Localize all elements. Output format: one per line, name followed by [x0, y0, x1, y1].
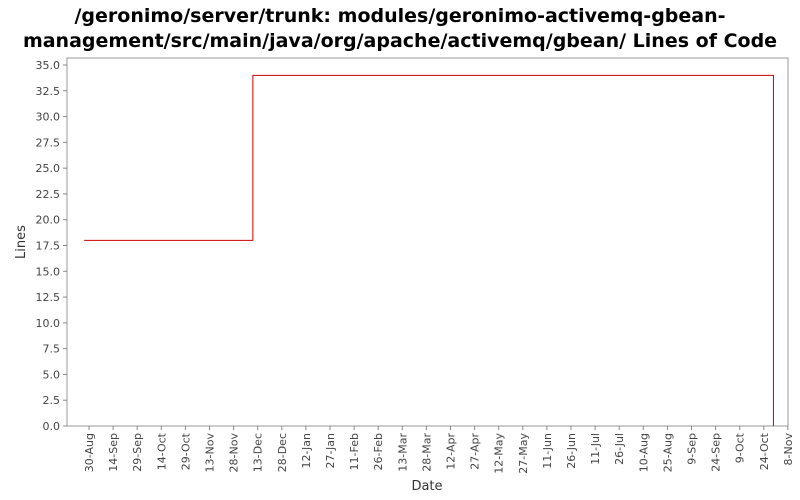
y-tick-label: 5.0	[43, 368, 61, 381]
x-tick-label: 29-Sep	[131, 433, 144, 472]
y-tick-label: 12.5	[36, 291, 61, 304]
x-tick-label: 14-Oct	[155, 432, 168, 470]
x-tick-label: 27-Jan	[324, 433, 337, 469]
y-tick-label: 7.5	[43, 343, 61, 356]
x-tick-label: 12-Jan	[300, 433, 313, 469]
y-tick-label: 27.5	[36, 136, 61, 149]
x-tick-label: 27-Apr	[469, 433, 482, 470]
x-tick-label: 13-Nov	[204, 433, 217, 473]
x-tick-label: 8-Nov	[782, 433, 795, 466]
x-tick-label: 11-Jun	[541, 433, 554, 469]
x-tick-label: 12-Apr	[445, 433, 458, 470]
x-tick-label: 27-May	[517, 433, 530, 474]
x-tick-label: 28-Mar	[420, 433, 433, 472]
y-axis-label: Lines	[14, 225, 29, 259]
x-tick-label: 13-Dec	[252, 433, 265, 472]
x-tick-label: 28-Dec	[276, 433, 289, 472]
x-tick-label: 24-Oct	[758, 432, 771, 470]
x-tick-label: 26-Feb	[372, 433, 385, 470]
y-tick-label: 20.0	[36, 214, 61, 227]
x-axis-label: Date	[411, 479, 442, 494]
chart-title: /geronimo/server/trunk: modules/geronimo…	[22, 5, 778, 52]
x-tick-label: 24-Sep	[710, 433, 723, 472]
x-tick-label: 25-Aug	[661, 433, 674, 472]
series-group	[84, 74, 774, 426]
x-tick-label: 10-Aug	[637, 433, 650, 472]
y-tick-label: 0.0	[43, 420, 61, 433]
x-tick-label: 28-Nov	[228, 433, 241, 473]
y-tick-label: 25.0	[36, 162, 61, 175]
x-tick-label: 26-Jul	[613, 433, 626, 465]
x-tick-label: 9-Sep	[686, 433, 699, 465]
x-tick-label: 11-Feb	[348, 433, 361, 470]
y-tick-label: 32.5	[36, 85, 61, 98]
x-tick-label: 13-Mar	[396, 433, 409, 472]
x-axis: 30-Aug 14-Sep 29-Sep 14-Oct 29-Oct 13-Nov 28-N…	[83, 426, 795, 474]
x-tick-label: 11-Jul	[589, 433, 602, 465]
y-tick-label: 10.0	[36, 317, 61, 330]
x-tick-label: 30-Aug	[83, 433, 96, 472]
y-tick-label: 15.0	[36, 265, 61, 278]
y-tick-label: 22.5	[36, 188, 61, 201]
series-line	[84, 74, 774, 426]
x-tick-label: 9-Oct	[734, 432, 747, 463]
x-tick-label: 12-May	[493, 433, 506, 474]
y-tick-label: 17.5	[36, 240, 61, 253]
y-tick-label: 35.0	[36, 59, 61, 72]
plot-area	[66, 57, 789, 427]
x-tick-label: 14-Sep	[107, 433, 120, 472]
y-axis: 0.0 2.5 5.0 7.5 10.0 12.5 15.0 17.5 20.0 22.5 25.0…	[36, 59, 67, 433]
y-tick-label: 30.0	[36, 111, 61, 124]
x-tick-label: 29-Oct	[179, 432, 192, 470]
y-tick-label: 2.5	[43, 394, 61, 407]
x-tick-label: 26-Jun	[565, 433, 578, 469]
